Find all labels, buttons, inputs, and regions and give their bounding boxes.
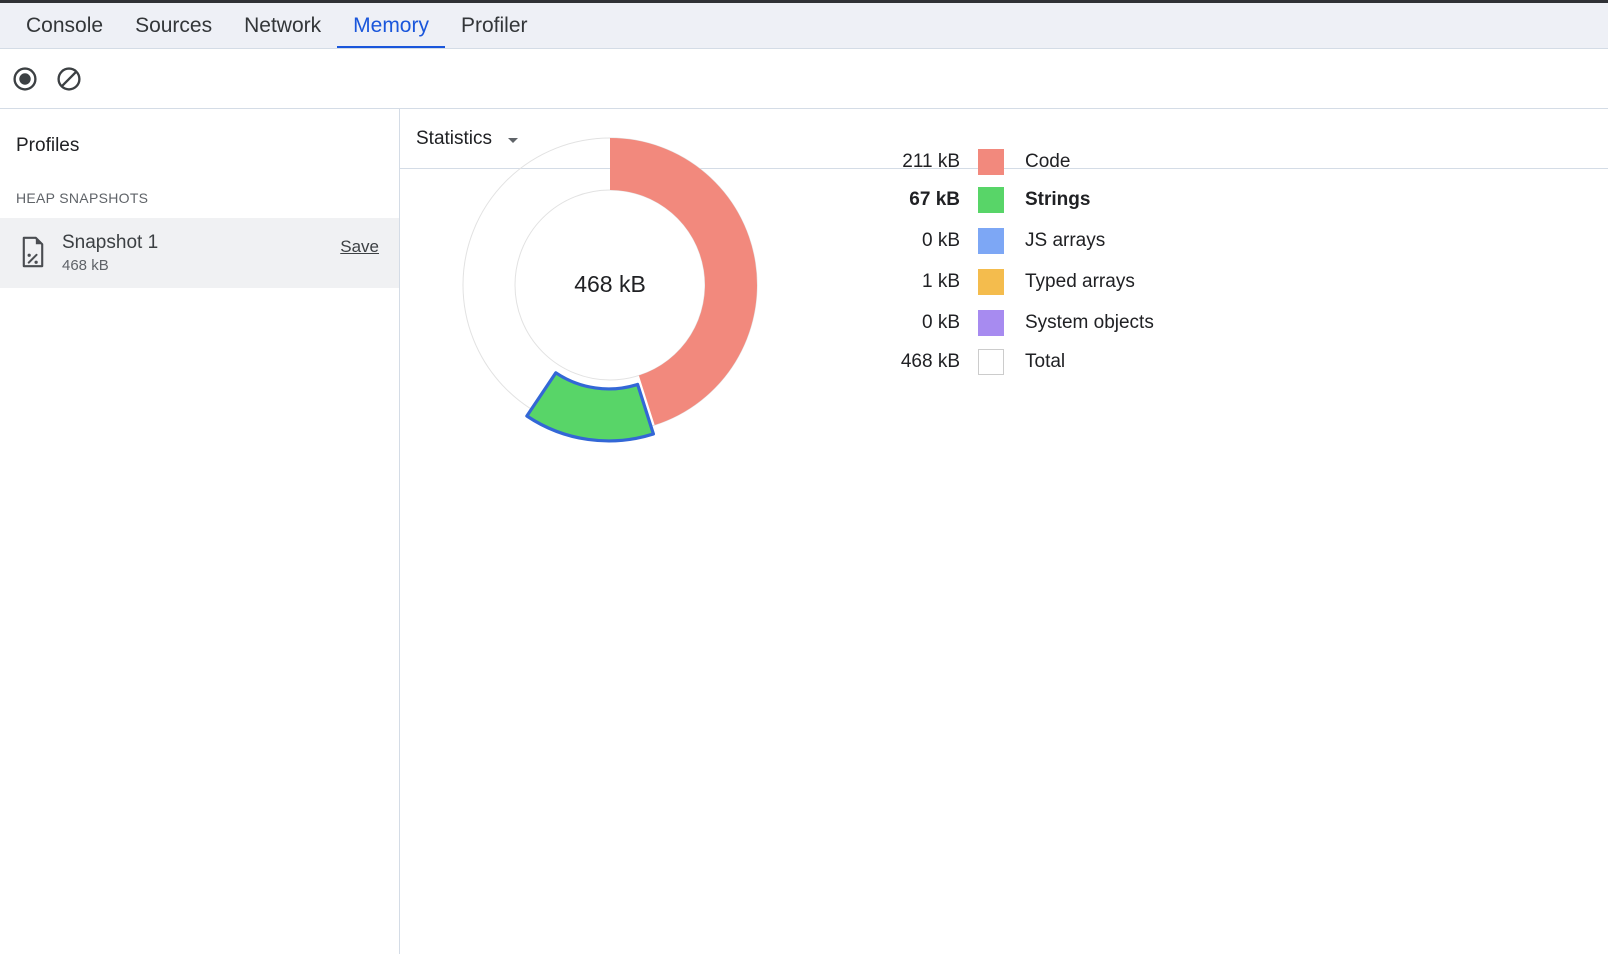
svg-text:468 kB: 468 kB (574, 271, 646, 297)
